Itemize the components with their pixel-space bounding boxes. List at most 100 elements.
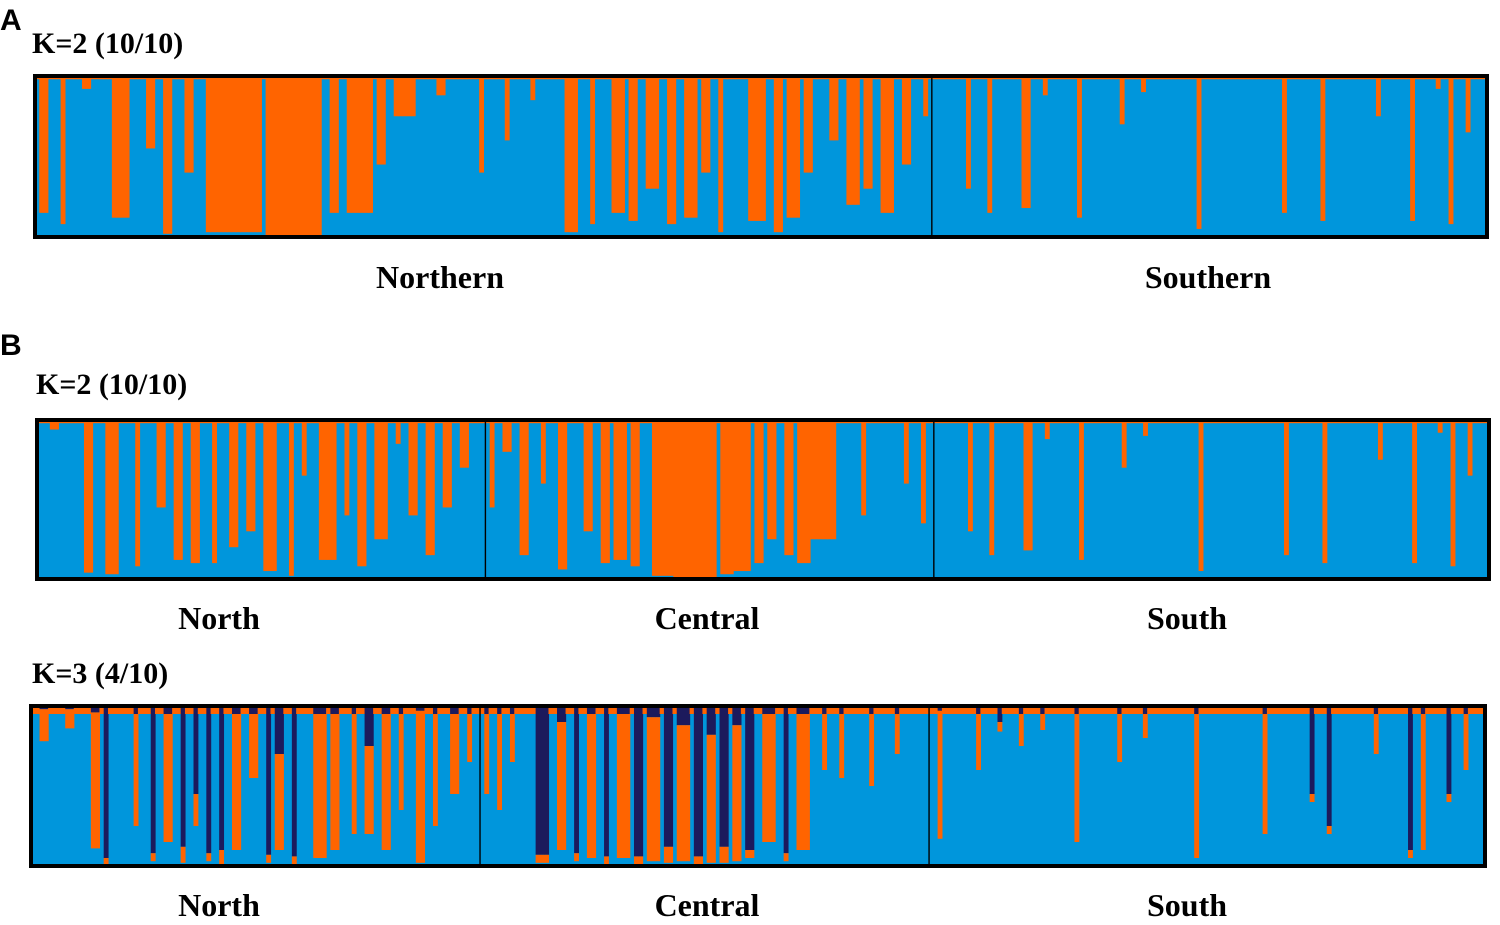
cluster2-bar — [817, 707, 823, 714]
cluster2-bar — [617, 420, 623, 560]
cluster3-bar — [385, 706, 391, 714]
cluster2-bar — [1112, 707, 1118, 714]
cluster2-bar — [334, 714, 340, 850]
cluster3-bar — [796, 706, 802, 714]
cluster2-bar — [987, 76, 993, 213]
cluster2-bar — [1014, 707, 1020, 714]
cluster2-bar — [728, 707, 733, 714]
cluster2-bar — [745, 850, 751, 858]
cluster2-bar — [1001, 707, 1007, 714]
cluster2-bar — [736, 725, 742, 862]
cluster2-bar — [770, 714, 776, 842]
cluster3-bar — [415, 706, 421, 711]
cluster2-bar — [464, 420, 469, 468]
cluster2-bar — [797, 420, 803, 564]
cluster2-bar — [180, 846, 186, 863]
cluster2-bar — [445, 707, 451, 714]
cluster2-bar — [668, 846, 674, 863]
cluster2-bar — [778, 76, 783, 233]
cluster2-bar — [250, 420, 256, 532]
cluster3-bar — [685, 706, 691, 726]
cluster2-bar — [591, 714, 597, 858]
cluster2-bar — [184, 707, 190, 714]
cluster2-bar — [748, 76, 754, 221]
cluster2-bar — [548, 707, 554, 714]
cluster2-bar — [484, 714, 490, 794]
cluster3-bar — [317, 706, 323, 714]
cluster2-bar — [160, 420, 166, 508]
cluster2-bar — [615, 76, 621, 213]
cluster2-bar — [308, 76, 314, 236]
cluster2-bar — [676, 725, 682, 862]
cluster2-bar — [803, 76, 809, 173]
cluster2-bar — [906, 76, 912, 165]
cluster2-bar — [684, 76, 689, 218]
cluster2-bar — [313, 714, 319, 858]
cluster2-bar — [429, 420, 435, 556]
cluster2-bar — [1292, 707, 1298, 714]
cluster2-bar — [454, 714, 460, 794]
cluster2-bar — [249, 714, 254, 778]
cluster2-bar — [231, 714, 237, 850]
cluster2-bar — [359, 76, 365, 213]
cluster2-bar — [1207, 707, 1212, 714]
cluster2-bar — [317, 714, 323, 858]
cluster2-bar — [323, 420, 328, 560]
cluster2-bar — [655, 717, 661, 862]
cluster2-bar — [1352, 707, 1358, 714]
cluster2-bar — [766, 714, 772, 842]
cluster2-bar — [1296, 707, 1302, 714]
cluster2-bar — [111, 76, 117, 218]
cluster3-bar — [574, 706, 579, 854]
cluster2-bar — [1435, 76, 1441, 89]
cluster2-bar — [1467, 707, 1473, 714]
cluster2-bar — [65, 709, 71, 729]
cluster2-bar — [693, 856, 699, 865]
cluster3-bar — [655, 706, 661, 718]
cluster2-bar — [694, 420, 700, 578]
cluster2-bar — [514, 707, 520, 714]
cluster2-bar — [1403, 707, 1409, 714]
cluster2-bar — [244, 707, 250, 714]
cluster2-bar — [886, 707, 892, 714]
cluster2-bar — [1437, 707, 1443, 714]
cluster2-bar — [1181, 707, 1187, 714]
cluster2-bar — [737, 420, 743, 572]
cluster2-bar — [728, 420, 734, 575]
cluster2-bar — [690, 420, 696, 578]
cluster2-bar — [850, 76, 856, 205]
cluster2-bar — [829, 76, 835, 141]
cluster2-bar — [1348, 707, 1354, 714]
cluster2-bar — [227, 707, 233, 714]
cluster2-bar — [630, 420, 636, 567]
cluster3-bar — [180, 706, 186, 847]
cluster2-bar — [628, 76, 634, 221]
cluster3-bar — [133, 706, 139, 714]
cluster3-bar — [822, 706, 828, 714]
cluster2-bar — [813, 707, 819, 714]
cluster2-bar — [146, 76, 151, 149]
cluster2-bar — [150, 76, 156, 149]
cluster2-bar — [656, 420, 662, 576]
cluster2-bar — [129, 707, 135, 714]
cluster2-bar — [1215, 707, 1221, 714]
cluster2-bar — [279, 754, 284, 850]
cluster2-bar — [1164, 707, 1170, 714]
cluster2-bar — [497, 714, 503, 810]
cluster2-bar — [189, 707, 195, 714]
cluster2-bar — [642, 707, 648, 714]
cluster2-bar — [795, 76, 801, 218]
cluster2-bar — [1382, 707, 1388, 714]
cluster2-bar — [561, 722, 567, 850]
cluster2-bar — [257, 707, 263, 714]
cluster2-bar — [976, 714, 981, 770]
cluster2-bar — [916, 707, 922, 714]
cluster2-bar — [732, 725, 738, 862]
cluster2-bar — [156, 420, 162, 508]
cluster2-bar — [142, 707, 148, 714]
cluster2-bar — [1446, 794, 1452, 802]
panel-b-k2-group-label-south: South — [1147, 600, 1227, 636]
cluster3-bar — [1373, 706, 1379, 714]
cluster2-bar — [90, 712, 96, 849]
cluster2-bar — [698, 856, 704, 865]
